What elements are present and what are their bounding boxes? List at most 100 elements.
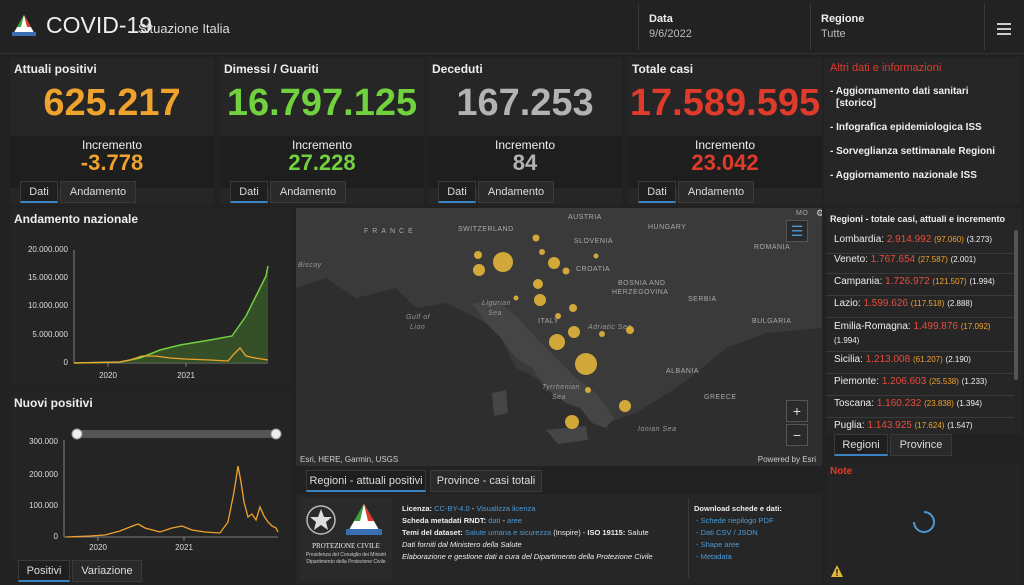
tab-variazione[interactable]: Variazione xyxy=(72,560,142,582)
card-increment: Incremento 27.228 xyxy=(220,136,424,188)
new-positives-chart: Nuovi positivi 300.000 200.000 100.000 0… xyxy=(10,392,290,562)
list-item[interactable]: Toscana: 1.160.232 (23.838) (1.394) xyxy=(826,398,1014,418)
download-metadata-link[interactable]: - Metadata xyxy=(696,552,732,561)
chart-title: Andamento nazionale xyxy=(14,212,139,226)
increment-label: Incremento xyxy=(694,138,756,152)
time-range-slider-track xyxy=(72,430,278,438)
tab-andamento[interactable]: Andamento xyxy=(478,181,554,203)
card-value: 16.797.125 xyxy=(226,82,418,124)
list-item[interactable]: Emilia-Romagna: 1.499.876 (17.092) (1.99… xyxy=(826,320,1014,352)
download-csv-link[interactable]: - Dati CSV / JSON xyxy=(696,528,758,537)
y-tick: 10.000.000 xyxy=(28,301,69,310)
regions-title: Regioni - totale casi, attuali e increme… xyxy=(830,214,1006,224)
visualizza-licenza-link[interactable]: Visualizza licenza xyxy=(476,504,536,513)
map-bubbles-svg xyxy=(473,234,634,429)
list-item[interactable]: Puglia: 1.143.925 (17.624) (1.547) xyxy=(834,420,973,431)
temi-link[interactable]: Salute umana e sicurezza xyxy=(464,528,552,537)
tab-dati[interactable]: Dati xyxy=(438,181,476,203)
warning-icon[interactable] xyxy=(830,564,844,578)
map-bubble xyxy=(619,400,631,412)
card-attuali-positivi: Attuali positivi 625.217 Incremento -3.7… xyxy=(10,58,214,204)
map-settings-icon[interactable]: ⚙ xyxy=(815,208,822,218)
download-shape-link[interactable]: - Shape aree xyxy=(696,540,740,549)
date-label: Data xyxy=(649,13,673,25)
download-pdf-link[interactable]: - Schede riepilogo PDF xyxy=(696,516,774,525)
map-bubble xyxy=(532,234,540,242)
card-dimessi-guariti: Dimessi / Guariti 16.797.125 Incremento … xyxy=(220,58,424,204)
link-aggiornamento-dati[interactable]: - Aggiornamento dati sanitari xyxy=(830,86,969,97)
date-selector[interactable]: Data 9/6/2022 xyxy=(638,4,810,50)
map-label-country: BOSNIA AND xyxy=(618,280,666,287)
links-panel: Altri dati e informazioni - Aggiornament… xyxy=(824,58,1020,204)
regions-scrollbar[interactable] xyxy=(1014,230,1018,380)
map-label-country: CROATIA xyxy=(576,266,611,273)
list-item[interactable]: Lazio: 1.599.626 (117.518) (2.888) xyxy=(826,298,1014,318)
link-storico[interactable]: [storico] xyxy=(836,98,876,109)
tab-regioni[interactable]: Regioni xyxy=(834,434,888,456)
map-bubble xyxy=(599,331,605,337)
scheda-aree-link[interactable]: aree xyxy=(507,516,523,525)
list-item[interactable]: Campania: 1.726.972 (121.507) (1.994) xyxy=(826,276,1014,296)
map-bubble xyxy=(562,267,570,275)
map-label-country: ALBANIA xyxy=(666,368,700,375)
map-legend-list-icon[interactable]: ☰ xyxy=(786,220,808,242)
map-bubble xyxy=(474,251,482,259)
tab-andamento[interactable]: Andamento xyxy=(60,181,136,203)
dati-forniti: Dati forniti dal Ministero della Salute xyxy=(402,540,522,549)
tab-regioni-attuali-positivi[interactable]: Regioni - attuali positivi xyxy=(306,470,426,492)
list-item[interactable]: Piemonte: 1.206.603 (25.538) (1.233) xyxy=(826,376,1014,396)
zoom-in-button[interactable]: + xyxy=(786,400,808,422)
scheda-dati-link[interactable]: dati xyxy=(488,516,501,525)
map-label-sea: Tyrrhenian xyxy=(542,384,580,391)
app-header: COVID-19 Situazione Italia Data 9/6/2022… xyxy=(0,0,1024,54)
map-label-sea: Lion xyxy=(410,324,426,331)
list-item[interactable]: Veneto: 1.767.654 (27.587) (2.001) xyxy=(826,254,1014,274)
y-tick: 300.000 xyxy=(29,437,58,446)
tab-positivi[interactable]: Positivi xyxy=(18,560,70,582)
link-infografica-iss[interactable]: - Infografica epidemiologica ISS xyxy=(830,122,982,133)
protezione-civile-branding: PROTEZIONE CIVILE Presidenza del Consigl… xyxy=(300,498,392,580)
regions-list-panel: Regioni - totale casi, attuali e increme… xyxy=(826,208,1022,434)
new-positives-series-line xyxy=(65,465,279,538)
licenza-link[interactable]: CC-BY-4.0 xyxy=(434,504,470,513)
positive-series-line xyxy=(73,347,269,364)
hamburger-menu-icon[interactable] xyxy=(984,4,1024,50)
italy-map[interactable]: FRANCE SWITZERLAND AUSTRIA HUNGARY SLOVE… xyxy=(296,208,822,466)
y-tick: 0 xyxy=(54,532,59,541)
x-tick: 2020 xyxy=(99,371,117,380)
tab-dati[interactable]: Dati xyxy=(230,181,268,203)
loading-spinner-icon xyxy=(913,511,935,533)
map-label-country: GREECE xyxy=(704,394,737,401)
y-tick: 20.000.000 xyxy=(28,245,69,254)
protezione-civile-logo-icon xyxy=(12,15,36,36)
increment-value: 84 xyxy=(512,150,538,175)
pc-sub1: Presidenza del Consiglio dei Ministri xyxy=(305,552,387,558)
link-aggiornamento-iss[interactable]: - Aggiornamento nazionale ISS xyxy=(830,170,977,181)
list-item[interactable]: Sicilia: 1.213.008 (61.207) (2.190) xyxy=(826,354,1014,374)
map-powered-by[interactable]: Powered by Esri xyxy=(757,455,816,464)
zoom-out-button[interactable]: − xyxy=(786,424,808,446)
tab-province[interactable]: Province xyxy=(890,434,952,456)
tab-dati[interactable]: Dati xyxy=(20,181,58,203)
pc-sub2: Dipartimento della Protezione Civile xyxy=(306,559,386,565)
card-increment: Incremento -3.778 xyxy=(10,136,214,188)
list-item[interactable]: Lombardia: 2.914.992 (97.060) (3.273) xyxy=(826,234,1014,254)
tab-andamento[interactable]: Andamento xyxy=(270,181,346,203)
card-increment: Incremento 84 xyxy=(428,136,622,188)
increment-value: 27.228 xyxy=(288,150,356,175)
map-label-country: MO xyxy=(796,210,809,217)
date-value: 9/6/2022 xyxy=(649,28,692,40)
map-label-country: ITALY xyxy=(538,318,559,325)
region-selector[interactable]: Regione Tutte xyxy=(810,4,984,50)
card-value: 167.253 xyxy=(456,82,594,124)
link-sorveglianza-regioni[interactable]: - Sorveglianza settimanale Regioni xyxy=(830,146,996,157)
note-title: Note xyxy=(830,466,853,477)
map-label-sea: Gulf of xyxy=(406,314,431,321)
links-title: Altri dati e informazioni xyxy=(830,62,942,74)
map-bubble xyxy=(626,326,634,334)
tab-province-casi-totali[interactable]: Province - casi totali xyxy=(430,470,542,492)
tab-dati[interactable]: Dati xyxy=(638,181,676,203)
tab-andamento[interactable]: Andamento xyxy=(678,181,754,203)
map-label-sea: Biscay xyxy=(298,262,322,269)
protezione-civile-logo-icon xyxy=(346,504,382,535)
